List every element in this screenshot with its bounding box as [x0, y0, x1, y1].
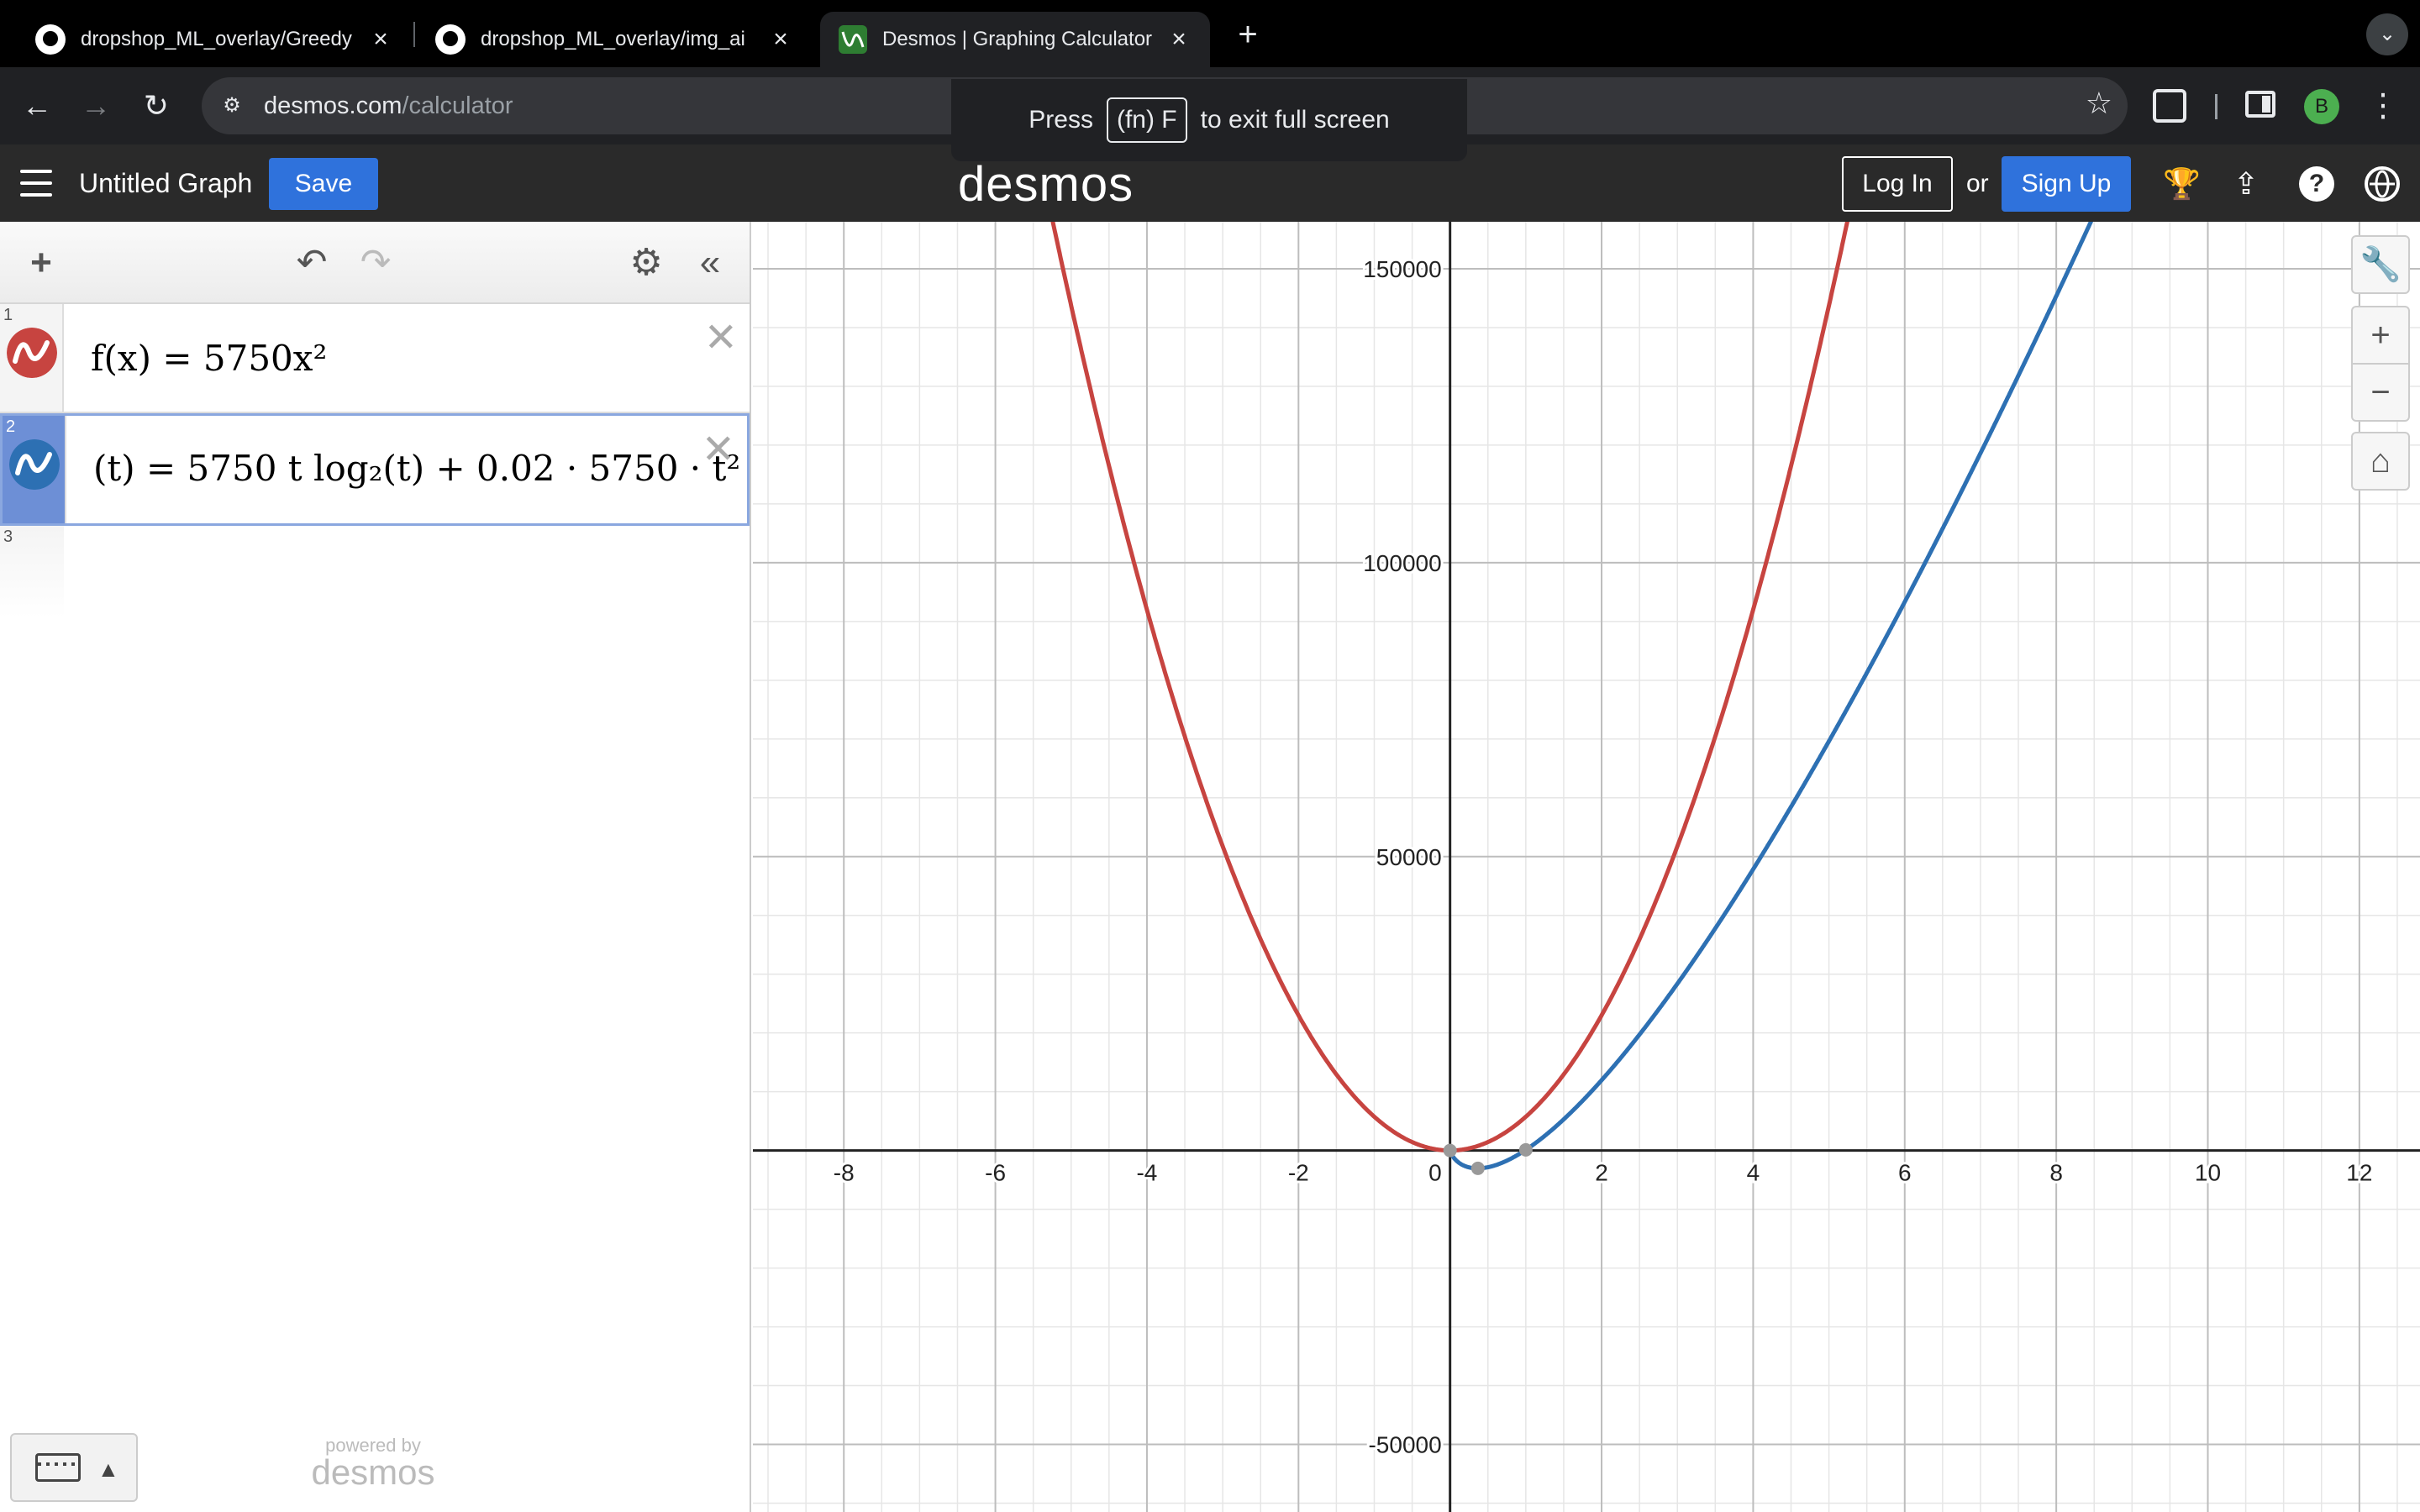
- close-icon[interactable]: ×: [773, 25, 788, 53]
- expression-toolbar: + ↶ ↷ ⚙ «: [0, 222, 750, 304]
- globe-icon[interactable]: [2365, 166, 2400, 202]
- expression-index: 2: [6, 417, 16, 436]
- y-tick-label: -50000: [1368, 1432, 1441, 1458]
- save-button[interactable]: Save: [269, 158, 378, 210]
- undo-icon[interactable]: ↶: [296, 242, 328, 283]
- x-tick-label: -6: [985, 1160, 1006, 1186]
- reload-icon[interactable]: ↻: [143, 88, 170, 123]
- browser-tab-img[interactable]: dropshop_ML_overlay/img_ai ×: [417, 12, 812, 67]
- zoom-in-button[interactable]: +: [2351, 306, 2410, 365]
- hamburger-menu-icon[interactable]: [20, 170, 52, 197]
- graph-svg[interactable]: -8 -6 -4 -2 0 2 4 6 8 10 12 150000 100000 50000 -50000: [753, 222, 2420, 1512]
- expression-gutter[interactable]: 2: [3, 416, 66, 523]
- x-tick-label: -8: [834, 1160, 855, 1186]
- back-arrow-icon[interactable]: ←: [22, 88, 52, 123]
- expression-gutter[interactable]: 3: [0, 526, 64, 618]
- expression-row-1[interactable]: 1 f(x) = 5750x² ✕: [0, 304, 750, 413]
- y-tick-label: 150000: [1363, 256, 1441, 282]
- tab-title: dropshop_ML_overlay/img_ai: [481, 28, 745, 50]
- expression-index: 3: [3, 528, 13, 546]
- add-expression-button[interactable]: +: [30, 242, 52, 283]
- curve-color-icon[interactable]: [7, 328, 57, 378]
- github-icon: [35, 24, 66, 55]
- toast-suffix: to exit full screen: [1200, 106, 1390, 134]
- x-tick-label: 12: [2346, 1160, 2372, 1186]
- tab-search-chevron-icon[interactable]: ⌄: [2366, 13, 2408, 55]
- browser-tab-greedy[interactable]: dropshop_ML_overlay/Greedy ×: [17, 12, 412, 67]
- point-of-interest: [1518, 1142, 1533, 1157]
- graph-paper[interactable]: -8 -6 -4 -2 0 2 4 6 8 10 12 150000 100000 50000 -50000: [753, 222, 2420, 1512]
- x-tick-label: 0: [1428, 1160, 1442, 1186]
- url-text[interactable]: desmos.com/calculator: [264, 92, 513, 119]
- close-icon[interactable]: ×: [1171, 25, 1186, 53]
- point-of-interest: [1443, 1143, 1457, 1158]
- intersection-points: [1443, 1142, 1533, 1175]
- fullscreen-toast: Press (fn) F to exit full screen: [951, 79, 1467, 161]
- x-tick-label: 2: [1595, 1160, 1608, 1186]
- tab-separator: [413, 22, 415, 47]
- curve-2: [1448, 222, 2094, 1171]
- graph-title[interactable]: Untitled Graph: [79, 168, 253, 198]
- x-tick-label: 10: [2195, 1160, 2221, 1186]
- trophy-icon[interactable]: 🏆: [2163, 166, 2201, 201]
- delete-expression-icon[interactable]: ✕: [701, 428, 735, 472]
- x-tick-label: 6: [1898, 1160, 1912, 1186]
- expression-panel: + ↶ ↷ ⚙ « 1 f(x) = 5750x² ✕ 2 (t) = 5750…: [0, 222, 751, 1512]
- caret-up-icon: ▲: [97, 1457, 119, 1482]
- x-tick-label: 4: [1747, 1160, 1760, 1186]
- curve-color-icon[interactable]: [9, 439, 60, 490]
- x-tick-label: 8: [2049, 1160, 2063, 1186]
- curves: [1050, 222, 2094, 1171]
- share-icon[interactable]: ⇪: [2233, 166, 2260, 201]
- browser-tab-strip: dropshop_ML_overlay/Greedy × dropshop_ML…: [0, 0, 2420, 67]
- expression-gutter[interactable]: 1: [0, 304, 64, 412]
- desmos-icon: [839, 25, 867, 54]
- zoom-out-button[interactable]: −: [2351, 363, 2410, 422]
- axes: [753, 222, 2420, 1512]
- help-icon[interactable]: ?: [2299, 166, 2334, 202]
- expression-row-2[interactable]: 2 (t) = 5750 t log₂(t) + 0.02 · 5750 · t…: [0, 413, 750, 526]
- y-tick-label: 50000: [1376, 844, 1442, 870]
- github-icon: [435, 24, 466, 55]
- x-tick-label: -2: [1288, 1160, 1309, 1186]
- kebab-menu-icon[interactable]: ⋮: [2367, 88, 2399, 123]
- point-of-interest: [1470, 1161, 1485, 1175]
- site-info-icon[interactable]: ⚙: [223, 94, 241, 117]
- desmos-logo: desmos: [958, 157, 1134, 212]
- close-icon[interactable]: ×: [373, 25, 388, 53]
- new-tab-button[interactable]: +: [1238, 16, 1258, 53]
- y-tick-label: 100000: [1363, 550, 1441, 576]
- delete-expression-icon[interactable]: ✕: [703, 316, 738, 360]
- toast-key: (fn) F: [1106, 97, 1187, 143]
- browser-tab-desmos[interactable]: Desmos | Graphing Calculator ×: [820, 12, 1210, 67]
- forward-arrow-icon[interactable]: →: [81, 88, 111, 123]
- side-panel-icon[interactable]: [2245, 91, 2275, 118]
- tick-labels: -8 -6 -4 -2 0 2 4 6 8 10 12 150000 100000 50000 -50000: [831, 254, 2375, 1461]
- x-tick-label: -4: [1136, 1160, 1157, 1186]
- or-text: or: [1966, 170, 1989, 197]
- graph-settings-wrench-icon[interactable]: 🔧: [2351, 235, 2410, 294]
- settings-gear-icon[interactable]: ⚙: [629, 242, 663, 283]
- expression-row-3[interactable]: 3: [0, 526, 750, 618]
- extensions-puzzle-icon[interactable]: [2153, 89, 2186, 123]
- profile-avatar[interactable]: B: [2304, 89, 2339, 124]
- login-button[interactable]: Log In: [1842, 156, 1953, 212]
- redo-icon[interactable]: ↷: [360, 242, 392, 283]
- bookmark-star-icon[interactable]: ☆: [2085, 86, 2112, 120]
- keypad-toggle-button[interactable]: ▲: [10, 1433, 138, 1502]
- home-icon[interactable]: ⌂: [2351, 432, 2410, 491]
- keyboard-icon: [35, 1453, 81, 1482]
- powered-by-desmos[interactable]: powered by desmos: [311, 1435, 435, 1492]
- expression-latex[interactable]: f(x) = 5750x²: [91, 338, 328, 379]
- minor-gridlines: [753, 222, 2420, 1512]
- collapse-panel-icon[interactable]: «: [699, 242, 721, 283]
- signup-button[interactable]: Sign Up: [2002, 156, 2131, 212]
- tab-title: dropshop_ML_overlay/Greedy: [81, 28, 352, 50]
- toast-prefix: Press: [1028, 106, 1093, 134]
- toolbar-divider: [2215, 94, 2217, 119]
- expression-index: 1: [3, 306, 13, 324]
- expression-latex[interactable]: (t) = 5750 t log₂(t) + 0.02 · 5750 · t²: [93, 448, 741, 489]
- tab-title: Desmos | Graphing Calculator: [882, 28, 1153, 50]
